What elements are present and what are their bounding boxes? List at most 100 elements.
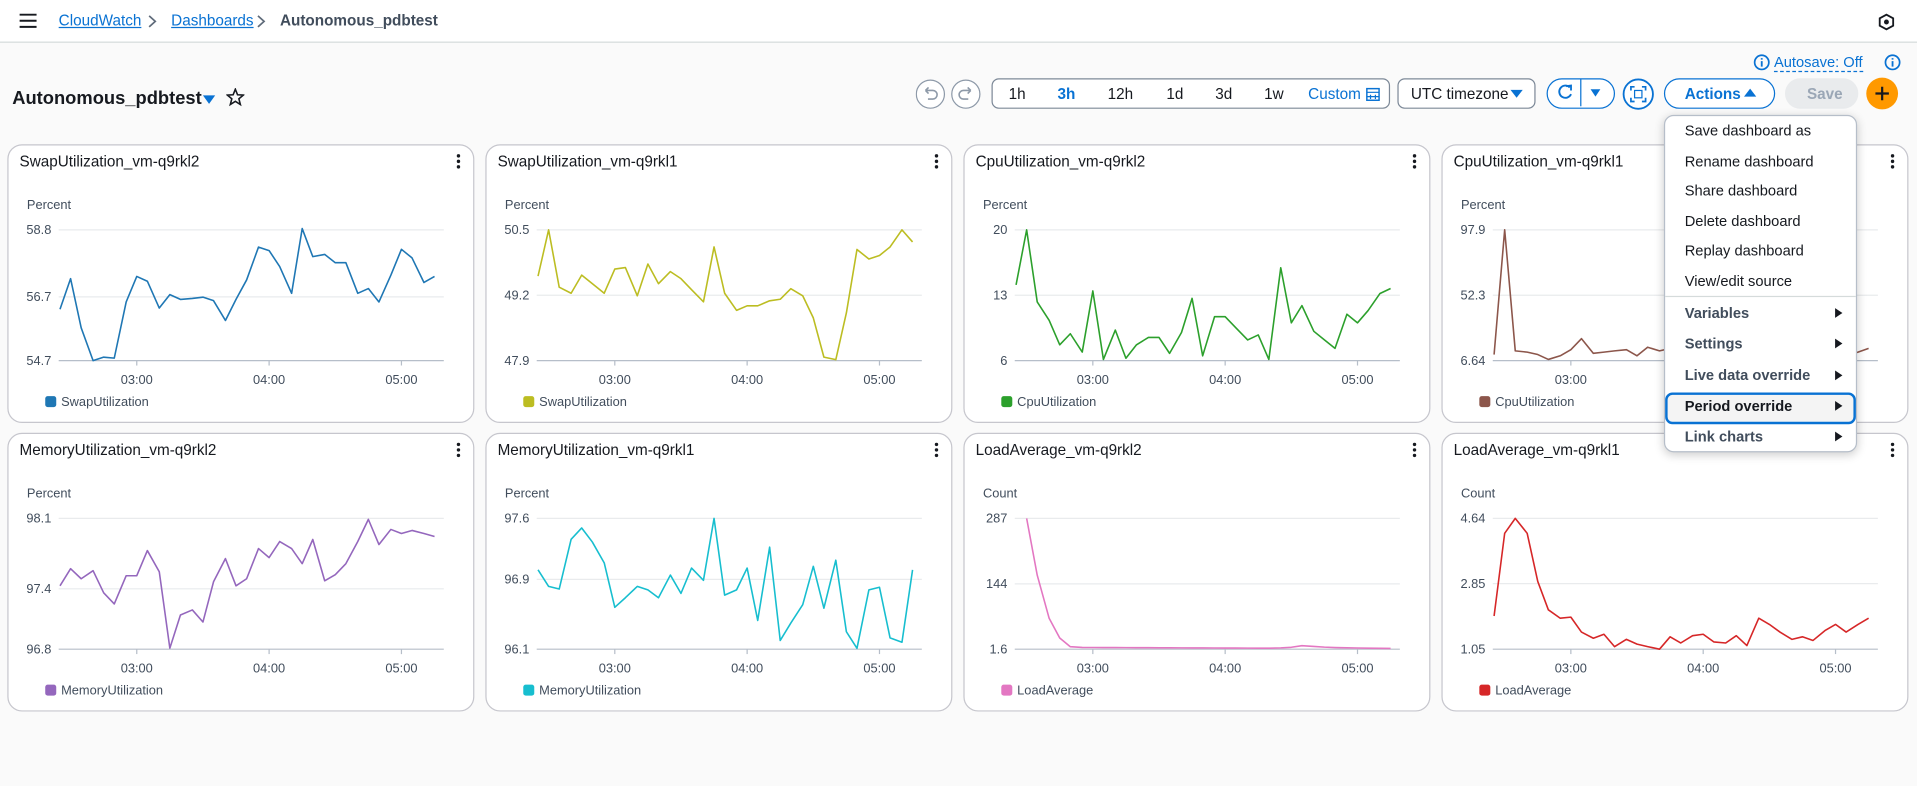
range-option[interactable]: 12h	[1107, 85, 1134, 103]
x-tick-label: 03:00	[1555, 372, 1587, 387]
widget-menu-dot[interactable]	[1412, 165, 1417, 169]
widget-menu-dot[interactable]	[934, 154, 939, 158]
y-tick-label: 13	[993, 288, 1007, 303]
widget-menu-dot[interactable]	[1890, 154, 1895, 158]
x-tick-label: 03:00	[121, 660, 153, 675]
widget-menu-dot[interactable]	[1890, 448, 1895, 452]
arrow-shape	[1835, 308, 1843, 318]
menu-item[interactable]: Replay dashboard	[1684, 242, 1804, 260]
widget-menu-dot[interactable]	[934, 159, 939, 164]
x-tick-label: 04:00	[731, 660, 763, 675]
breadcrumb[interactable]: CloudWatch	[58, 12, 142, 30]
y-axis-label: Percent	[1461, 197, 1506, 212]
x-tick-label: 04:00	[253, 372, 285, 387]
widget-menu-dot[interactable]	[456, 165, 461, 169]
y-tick-label: 49.2	[504, 288, 529, 303]
y-tick-label: 52.3	[1460, 287, 1485, 302]
info-icon[interactable]	[1884, 54, 1901, 71]
y-tick-label: 144	[986, 576, 1007, 591]
save-label: Save	[1806, 85, 1843, 103]
autosave[interactable]: Autosave: Off	[1773, 53, 1863, 73]
y-tick-label: 20	[993, 222, 1007, 237]
widget-menu-dot[interactable]	[1412, 453, 1417, 458]
widget: SwapUtilization_vm-q9rkl1 Percent 47.9 49.2…	[485, 144, 953, 424]
y-tick-label: 47.9	[504, 353, 529, 368]
actions-button[interactable]: Actions	[1663, 78, 1776, 109]
x-tick-label: 03:00	[599, 660, 631, 675]
fullscreen-button[interactable]	[1622, 78, 1654, 110]
range-custom[interactable]: Custom	[1308, 85, 1361, 103]
refresh-button[interactable]	[1546, 78, 1616, 109]
range-option[interactable]: 1d	[1166, 85, 1184, 103]
menu-item[interactable]: Share dashboard	[1684, 182, 1798, 200]
submenu-item[interactable]: Live data override	[1684, 366, 1811, 384]
menu-item[interactable]: View/edit source	[1684, 272, 1793, 290]
menu-item[interactable]: Save dashboard as	[1684, 122, 1812, 140]
widget-menu-dot[interactable]	[456, 159, 461, 164]
widget-menu-dot[interactable]	[1890, 442, 1895, 447]
widget: LoadAverage_vm-q9rkl2 Count 1.6 144 287 03:00…	[963, 432, 1431, 712]
y-tick-label: 98.1	[26, 511, 51, 526]
menu-item[interactable]: Delete dashboard	[1684, 212, 1801, 230]
submenu-item[interactable]: Link charts	[1684, 428, 1763, 446]
widget-menu-dot[interactable]	[934, 448, 939, 452]
widget: MemoryUtilization_vm-q9rkl2 Percent 96.8 97…	[7, 432, 475, 712]
undo-redo[interactable]	[915, 78, 982, 110]
refresh-icon	[1558, 79, 1601, 107]
widget-menu-dot[interactable]	[934, 165, 939, 169]
widget: SwapUtilization_vm-q9rkl2 Percent 54.7 56.7…	[7, 144, 475, 424]
widget-menu-dot[interactable]	[1412, 159, 1417, 164]
x-tick-label: 04:00	[1209, 372, 1241, 387]
widget-menu-dot[interactable]	[456, 448, 461, 452]
y-tick-label: 96.8	[26, 641, 51, 656]
arrow-shape	[1835, 369, 1843, 380]
y-tick-label: 287	[986, 511, 1007, 526]
caret-up	[1744, 88, 1757, 97]
x-tick-label: 04:00	[253, 660, 285, 675]
widget-menu-dot[interactable]	[456, 453, 461, 458]
widget-menu-dot[interactable]	[934, 442, 939, 447]
favorite-star[interactable]	[226, 88, 245, 107]
breadcrumb[interactable]: Dashboards	[171, 12, 254, 30]
menu-item[interactable]: Rename dashboard	[1684, 152, 1814, 170]
y-axis-label: Percent	[505, 197, 550, 212]
widget: LoadAverage_vm-q9rkl1 Count 1.05 2.85 4.64 03…	[1441, 432, 1909, 712]
timezone-select[interactable]: UTC timezone	[1397, 78, 1536, 109]
submenu-arrow	[1835, 431, 1843, 442]
widget-title: LoadAverage_vm-q9rkl1	[1454, 442, 1620, 459]
legend-label: LoadAverage	[1495, 682, 1571, 697]
x-tick-label: 05:00	[385, 372, 417, 387]
legend-label: LoadAverage	[1017, 682, 1093, 697]
settings-icon[interactable]	[1878, 13, 1895, 31]
widget-menu-dot[interactable]	[934, 453, 939, 458]
widget-menu-dot[interactable]	[456, 154, 461, 158]
widget-title: CpuUtilization_vm-q9rkl2	[976, 153, 1146, 170]
widget-title: MemoryUtilization_vm-q9rkl2	[20, 442, 217, 459]
menu-icon[interactable]	[19, 13, 37, 28]
widget-menu-dot[interactable]	[1890, 165, 1895, 169]
widget-menu-dot[interactable]	[1890, 453, 1895, 458]
x-tick-label: 05:00	[385, 660, 417, 675]
y-tick-label: 97.6	[504, 511, 529, 526]
widget-menu-dot[interactable]	[1890, 159, 1895, 164]
add-widget-button[interactable]	[1866, 77, 1899, 110]
range-option-selected[interactable]: 3h	[1057, 85, 1076, 103]
range-option[interactable]: 1w	[1264, 85, 1284, 103]
legend-label: SwapUtilization	[539, 394, 627, 409]
range-option[interactable]: 1h	[1008, 85, 1026, 103]
widget: CpuUtilization_vm-q9rkl2 Percent 6 13 20 03:0…	[963, 144, 1431, 424]
legend-swatch	[45, 396, 57, 408]
widget-menu-dot[interactable]	[1412, 154, 1417, 158]
save-button[interactable]: Save	[1784, 78, 1859, 109]
widget-menu-dot[interactable]	[456, 442, 461, 447]
x-tick-label: 03:00	[1077, 660, 1109, 675]
submenu-item[interactable]: Period override	[1684, 397, 1793, 415]
legend-swatch	[1001, 684, 1013, 696]
submenu-item[interactable]: Variables	[1684, 304, 1750, 322]
submenu-item[interactable]: Settings	[1684, 335, 1743, 353]
widget-menu-dot[interactable]	[1412, 442, 1417, 447]
range-option[interactable]: 3d	[1215, 85, 1233, 103]
title-caret[interactable]	[202, 94, 217, 105]
info-icon[interactable]	[1753, 54, 1770, 71]
widget-menu-dot[interactable]	[1412, 448, 1417, 452]
